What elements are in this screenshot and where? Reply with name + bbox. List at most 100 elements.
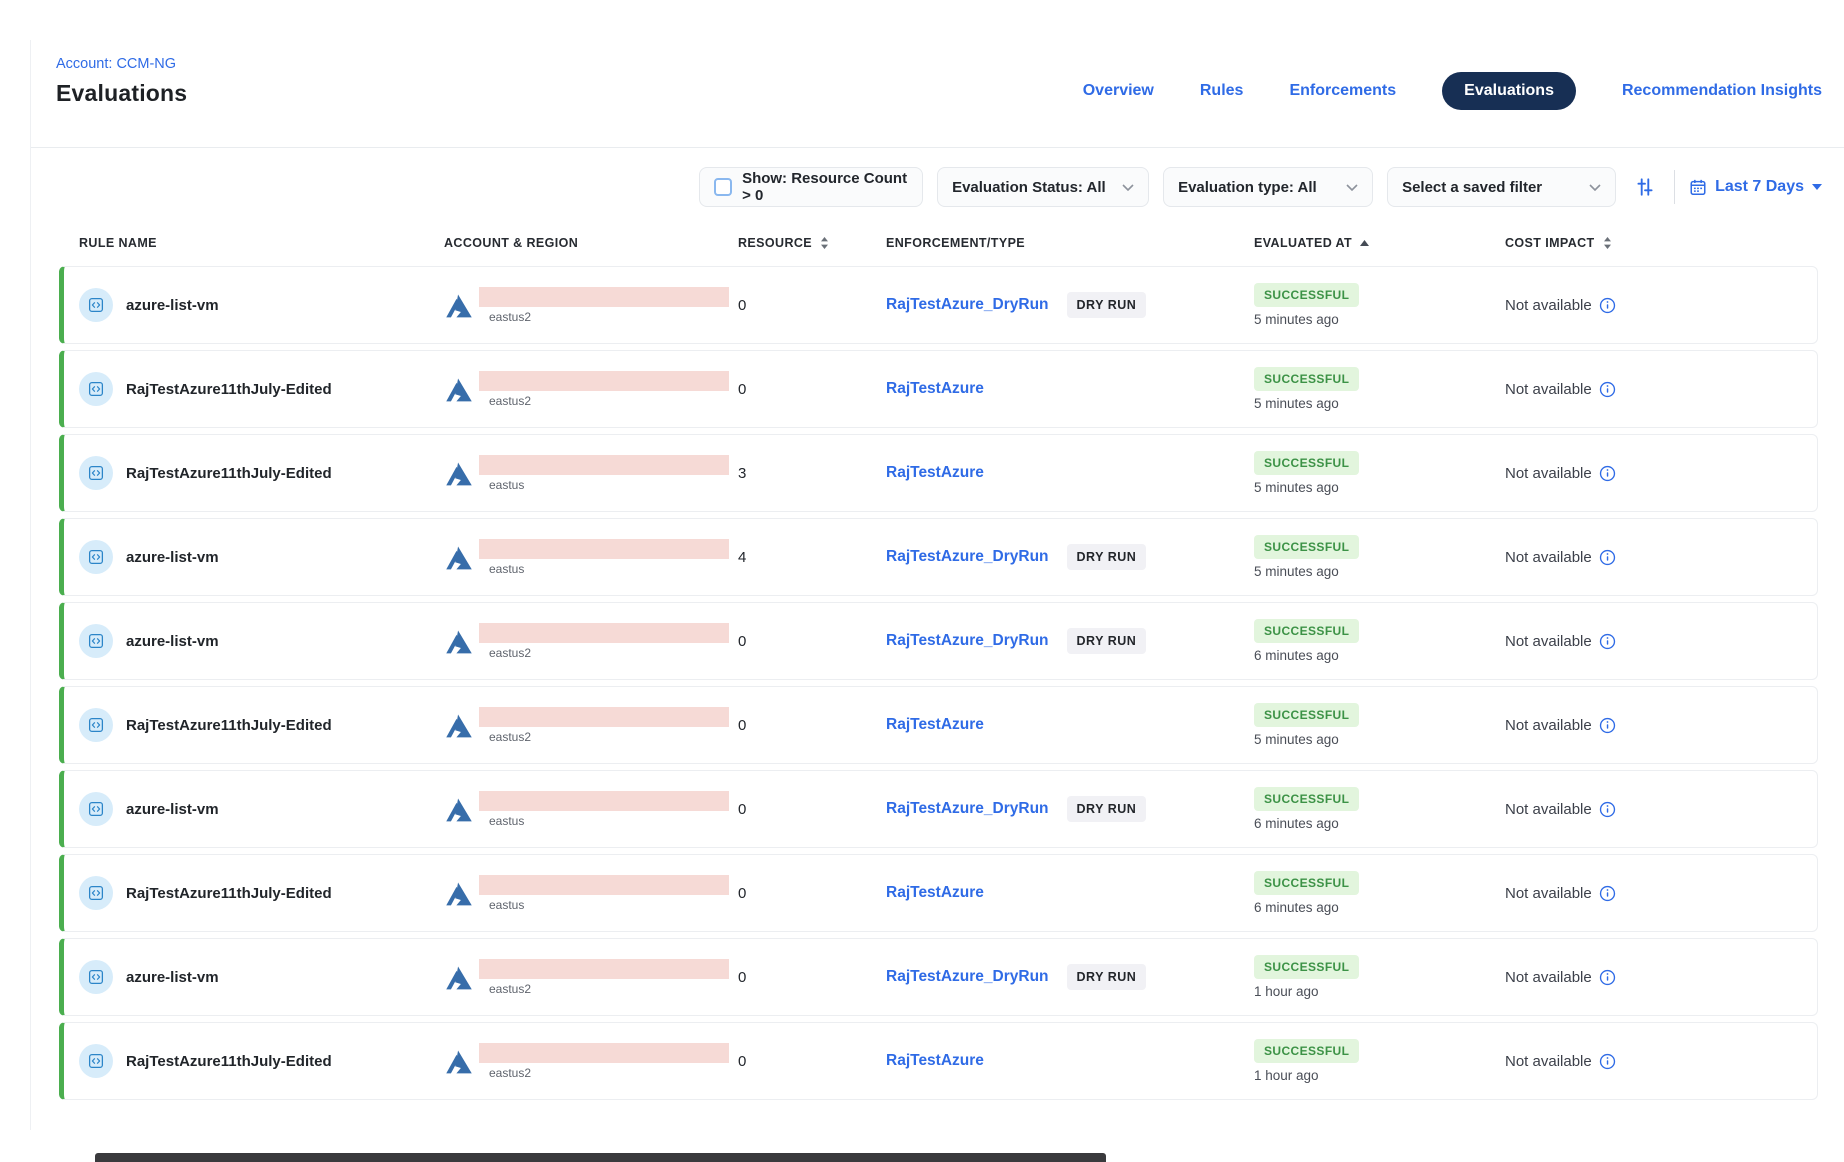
table-row[interactable]: azure-list-vm eastus2 0 RajTestAzure_Dry… xyxy=(59,602,1818,680)
table-row[interactable]: azure-list-vm eastus 4 RajTestAzure_DryR… xyxy=(59,518,1818,596)
enforcement-link[interactable]: RajTestAzure xyxy=(886,884,984,902)
info-circle-icon[interactable] xyxy=(1599,885,1616,902)
table-row[interactable]: RajTestAzure11thJuly-Edited eastus2 0 Ra… xyxy=(59,686,1818,764)
cost-impact-value: Not available xyxy=(1505,633,1592,650)
info-circle-icon[interactable] xyxy=(1599,717,1616,734)
rule-name: RajTestAzure11thJuly-Edited xyxy=(126,1053,332,1070)
table-row[interactable]: azure-list-vm eastus 0 RajTestAzure_DryR… xyxy=(59,770,1818,848)
redacted-account-name xyxy=(479,455,729,475)
table-row[interactable]: azure-list-vm eastus2 0 RajTestAzure_Dry… xyxy=(59,938,1818,1016)
info-circle-icon[interactable] xyxy=(1599,549,1616,566)
sort-arrows-icon xyxy=(1603,237,1612,249)
enforcement-link[interactable]: RajTestAzure xyxy=(886,380,984,398)
dry-run-badge: DRY RUN xyxy=(1067,796,1147,822)
evaluated-time: 5 minutes ago xyxy=(1254,312,1339,327)
status-badge: SUCCESSFUL xyxy=(1254,787,1359,811)
column-label: EVALUATED AT xyxy=(1254,236,1352,250)
info-circle-icon[interactable] xyxy=(1599,801,1616,818)
enforcement-link[interactable]: RajTestAzure xyxy=(886,1052,984,1070)
region-label: eastus2 xyxy=(479,730,729,744)
code-rule-icon xyxy=(79,372,113,406)
nav-tab-overview[interactable]: Overview xyxy=(1083,82,1154,100)
enforcement-cell: RajTestAzure xyxy=(886,716,1254,734)
region-label: eastus2 xyxy=(479,310,729,324)
enforcement-link[interactable]: RajTestAzure xyxy=(886,464,984,482)
table-row[interactable]: RajTestAzure11thJuly-Edited eastus2 0 Ra… xyxy=(59,350,1818,428)
filter-settings-button[interactable] xyxy=(1630,172,1660,202)
info-circle-icon[interactable] xyxy=(1599,633,1616,650)
evaluated-time: 6 minutes ago xyxy=(1254,816,1339,831)
table-row[interactable]: azure-list-vm eastus2 0 RajTestAzure_Dry… xyxy=(59,266,1818,344)
cost-impact-value: Not available xyxy=(1505,969,1592,986)
region-label: eastus2 xyxy=(479,394,729,408)
enforcement-link[interactable]: RajTestAzure xyxy=(886,716,984,734)
sort-arrows-icon xyxy=(820,237,829,249)
redacted-account-name xyxy=(479,875,729,895)
code-rule-icon xyxy=(79,708,113,742)
window-bottom-edge xyxy=(95,1153,1106,1162)
info-circle-icon[interactable] xyxy=(1599,465,1616,482)
account-region-cell: eastus2 xyxy=(444,959,738,996)
redacted-account-name xyxy=(479,707,729,727)
enforcement-cell: RajTestAzure_DryRun DRY RUN xyxy=(886,292,1254,318)
region-label: eastus2 xyxy=(479,1066,729,1080)
cost-impact-cell: Not available xyxy=(1505,885,1797,902)
column-header-cost-impact[interactable]: COST IMPACT xyxy=(1505,236,1798,250)
resource-count: 0 xyxy=(738,633,886,650)
rule-cell: RajTestAzure11thJuly-Edited xyxy=(79,1044,444,1078)
account-breadcrumb-link[interactable]: Account: CCM-NG xyxy=(56,56,187,72)
evaluated-at-cell: SUCCESSFUL 1 hour ago xyxy=(1254,1039,1505,1083)
caret-down-icon xyxy=(1812,184,1822,190)
account-region-cell: eastus xyxy=(444,875,738,912)
rule-name: azure-list-vm xyxy=(126,297,219,314)
info-circle-icon[interactable] xyxy=(1599,297,1616,314)
info-circle-icon[interactable] xyxy=(1599,969,1616,986)
account-meta: eastus2 xyxy=(479,959,729,996)
account-region-cell: eastus xyxy=(444,539,738,576)
chevron-down-icon xyxy=(1122,184,1134,191)
resource-count-checkbox[interactable] xyxy=(714,178,732,196)
column-header-resource[interactable]: RESOURCE xyxy=(738,236,886,250)
column-label: COST IMPACT xyxy=(1505,236,1595,250)
saved-filter-dropdown[interactable]: Select a saved filter xyxy=(1387,167,1616,207)
azure-logo-icon xyxy=(444,291,474,320)
status-badge: SUCCESSFUL xyxy=(1254,703,1359,727)
account-meta: eastus xyxy=(479,455,729,492)
info-circle-icon[interactable] xyxy=(1599,1053,1616,1070)
rule-cell: azure-list-vm xyxy=(79,624,444,658)
nav-tab-evaluations[interactable]: Evaluations xyxy=(1442,72,1576,110)
enforcement-link[interactable]: RajTestAzure_DryRun xyxy=(886,800,1049,818)
enforcement-link[interactable]: RajTestAzure_DryRun xyxy=(886,968,1049,986)
table-row[interactable]: RajTestAzure11thJuly-Edited eastus 3 Raj… xyxy=(59,434,1818,512)
region-label: eastus xyxy=(479,898,729,912)
enforcement-link[interactable]: RajTestAzure_DryRun xyxy=(886,632,1049,650)
table-row[interactable]: RajTestAzure11thJuly-Edited eastus2 0 Ra… xyxy=(59,1022,1818,1100)
nav-tab-rules[interactable]: Rules xyxy=(1200,82,1244,100)
redacted-account-name xyxy=(479,1043,729,1063)
info-circle-icon[interactable] xyxy=(1599,381,1616,398)
column-header-evaluated-at[interactable]: EVALUATED AT xyxy=(1254,236,1505,250)
table-row[interactable]: RajTestAzure11thJuly-Edited eastus 0 Raj… xyxy=(59,854,1818,932)
filter-bar: Show: Resource Count > 0 Evaluation Stat… xyxy=(31,148,1844,210)
rule-cell: RajTestAzure11thJuly-Edited xyxy=(79,372,444,406)
azure-logo-icon xyxy=(444,879,474,908)
evaluated-time: 1 hour ago xyxy=(1254,984,1319,999)
cost-impact-cell: Not available xyxy=(1505,297,1797,314)
dry-run-badge: DRY RUN xyxy=(1067,544,1147,570)
enforcement-link[interactable]: RajTestAzure_DryRun xyxy=(886,548,1049,566)
status-badge: SUCCESSFUL xyxy=(1254,619,1359,643)
enforcement-link[interactable]: RajTestAzure_DryRun xyxy=(886,296,1049,314)
nav-tab-recommendation-insights[interactable]: Recommendation Insights xyxy=(1622,82,1822,100)
evaluations-table: RULE NAMEACCOUNT & REGIONRESOURCEENFORCE… xyxy=(59,236,1818,1100)
table-header-row: RULE NAMEACCOUNT & REGIONRESOURCEENFORCE… xyxy=(59,236,1818,250)
redacted-account-name xyxy=(479,959,729,979)
rule-cell: RajTestAzure11thJuly-Edited xyxy=(79,708,444,742)
evaluated-time: 5 minutes ago xyxy=(1254,480,1339,495)
evaluation-status-dropdown[interactable]: Evaluation Status: All xyxy=(937,167,1149,207)
evaluation-type-dropdown[interactable]: Evaluation type: All xyxy=(1163,167,1373,207)
nav-tab-enforcements[interactable]: Enforcements xyxy=(1289,82,1396,100)
resource-count-filter[interactable]: Show: Resource Count > 0 xyxy=(699,167,923,207)
cost-impact-cell: Not available xyxy=(1505,633,1797,650)
enforcement-cell: RajTestAzure_DryRun DRY RUN xyxy=(886,796,1254,822)
date-range-picker[interactable]: Last 7 Days xyxy=(1689,178,1822,197)
